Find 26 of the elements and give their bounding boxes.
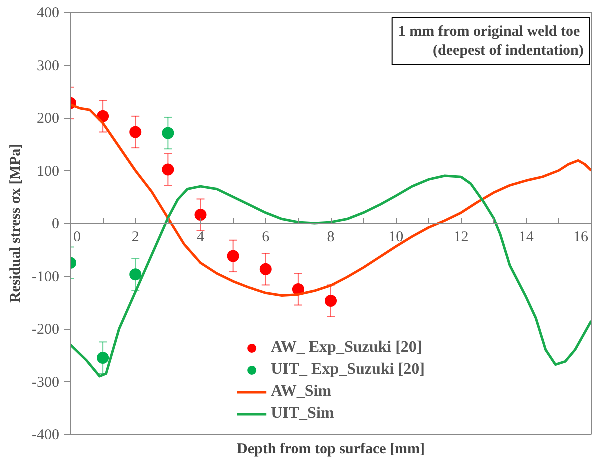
y-tick-label: -300 <box>32 374 60 391</box>
y-tick-label: -100 <box>32 269 60 286</box>
y-tick-label: -200 <box>32 322 60 338</box>
legend-label: AW_ Exp_Suzuki [20] <box>271 339 422 357</box>
y-axis-title: Residual stress σx [MPa] <box>8 144 24 304</box>
legend-label: UIT_Sim <box>271 405 334 423</box>
x-tick-label: 8 <box>327 230 335 246</box>
x-tick-label: 4 <box>197 230 205 246</box>
x-tick-label: 0 <box>74 230 81 246</box>
legend-label: AW_Sim <box>271 383 332 401</box>
x-tick-label: 14 <box>518 230 534 246</box>
x-tick-label: 2 <box>132 230 140 246</box>
annotation: 1 mm from original weld toe (deepest of indentation) <box>398 24 584 59</box>
y-tick-label: 400 <box>37 6 60 22</box>
y-tick-label: 0 <box>52 216 60 232</box>
x-axis-title: Depth from top surface [mm] <box>236 442 426 458</box>
x-tick-label: 6 <box>262 230 270 246</box>
legend-label: UIT_ Exp_Suzuki [20] <box>271 361 425 379</box>
x-tick-label: 16 <box>574 230 589 246</box>
line-series <box>70 174 592 378</box>
y-tick-label: 100 <box>37 164 60 180</box>
y-tick-label: 300 <box>37 58 60 74</box>
y-tick-label: -400 <box>32 428 60 444</box>
y-tick-label: 200 <box>37 111 60 127</box>
x-tick-label: 12 <box>454 230 469 246</box>
x-tick-label: 10 <box>388 230 404 246</box>
